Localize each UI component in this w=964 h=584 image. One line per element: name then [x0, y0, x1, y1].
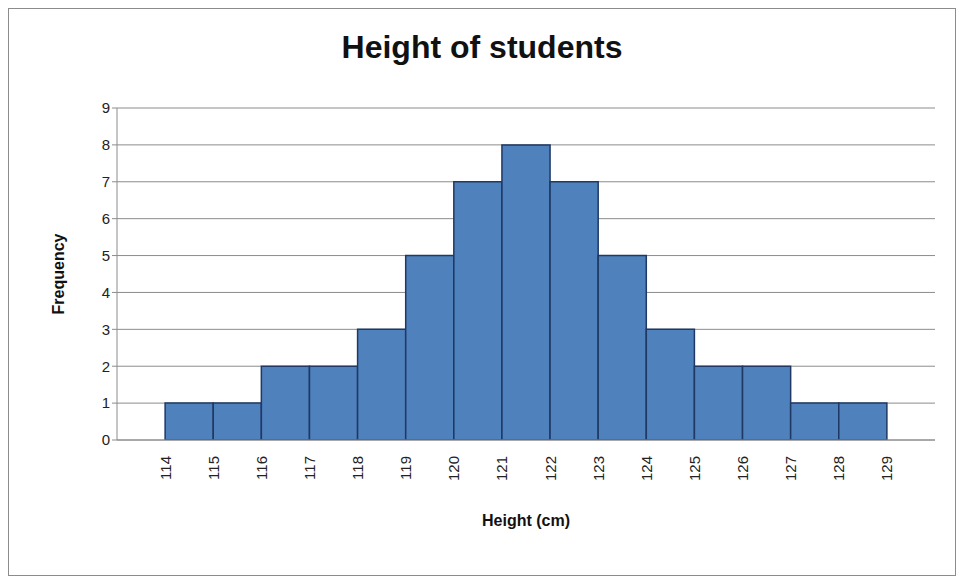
svg-text:125: 125 — [686, 456, 703, 481]
svg-text:8: 8 — [102, 136, 110, 153]
svg-text:1: 1 — [102, 394, 110, 411]
svg-text:2: 2 — [102, 358, 110, 375]
svg-text:117: 117 — [301, 456, 318, 480]
svg-text:119: 119 — [397, 456, 414, 480]
svg-text:128: 128 — [830, 456, 847, 481]
html-text:Height of students: Height of students — [341, 29, 623, 65]
svg-text:9: 9 — [102, 99, 110, 116]
html-text:Height (cm): Height (cm) — [482, 512, 570, 529]
svg-text:122: 122 — [542, 456, 559, 481]
svg-text:7: 7 — [102, 173, 110, 190]
svg-text:3: 3 — [102, 321, 110, 338]
svg-text:118: 118 — [349, 456, 366, 480]
svg-text:129: 129 — [878, 456, 895, 481]
svg-text:4: 4 — [102, 284, 110, 301]
svg-text:114: 114 — [157, 456, 174, 480]
svg-text:115: 115 — [205, 456, 222, 480]
svg-text:121: 121 — [493, 456, 510, 481]
svg-text:6: 6 — [102, 210, 110, 227]
svg-text:123: 123 — [590, 456, 607, 481]
svg-text:116: 116 — [253, 456, 270, 480]
svg-text:120: 120 — [445, 456, 462, 481]
svg-text:126: 126 — [734, 456, 751, 481]
svg-text:127: 127 — [782, 456, 799, 481]
svg-text:5: 5 — [102, 247, 110, 264]
html-text:Frequency: Frequency — [50, 233, 67, 315]
svg-text:0: 0 — [102, 431, 110, 448]
svg-text:124: 124 — [638, 456, 655, 481]
